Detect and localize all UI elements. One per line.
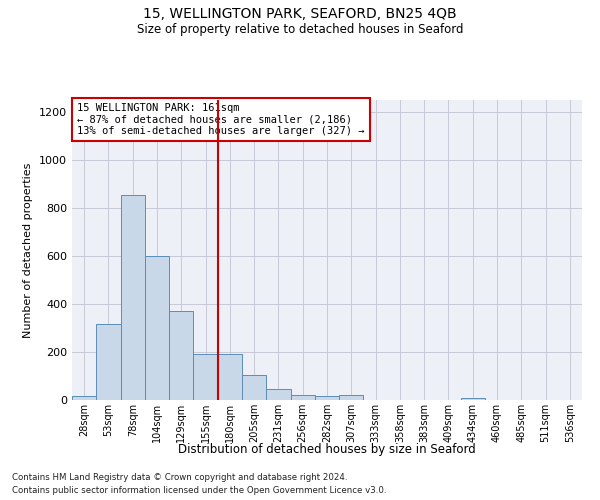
Bar xyxy=(290,395,315,400)
Text: Contains public sector information licensed under the Open Government Licence v3: Contains public sector information licen… xyxy=(12,486,386,495)
Bar xyxy=(242,375,266,400)
Text: 15, WELLINGTON PARK, SEAFORD, BN25 4QB: 15, WELLINGTON PARK, SEAFORD, BN25 4QB xyxy=(143,8,457,22)
Bar xyxy=(169,311,193,400)
Y-axis label: Number of detached properties: Number of detached properties xyxy=(23,162,34,338)
Bar xyxy=(315,396,339,400)
Bar xyxy=(145,256,169,400)
Bar xyxy=(121,195,145,400)
Bar xyxy=(461,398,485,400)
Bar xyxy=(339,395,364,400)
Text: Contains HM Land Registry data © Crown copyright and database right 2024.: Contains HM Land Registry data © Crown c… xyxy=(12,472,347,482)
Text: Distribution of detached houses by size in Seaford: Distribution of detached houses by size … xyxy=(178,442,476,456)
Bar xyxy=(218,354,242,400)
Bar xyxy=(266,389,290,400)
Text: 15 WELLINGTON PARK: 161sqm
← 87% of detached houses are smaller (2,186)
13% of s: 15 WELLINGTON PARK: 161sqm ← 87% of deta… xyxy=(77,103,365,136)
Text: Size of property relative to detached houses in Seaford: Size of property relative to detached ho… xyxy=(137,22,463,36)
Bar xyxy=(72,396,96,400)
Bar xyxy=(193,354,218,400)
Bar xyxy=(96,324,121,400)
